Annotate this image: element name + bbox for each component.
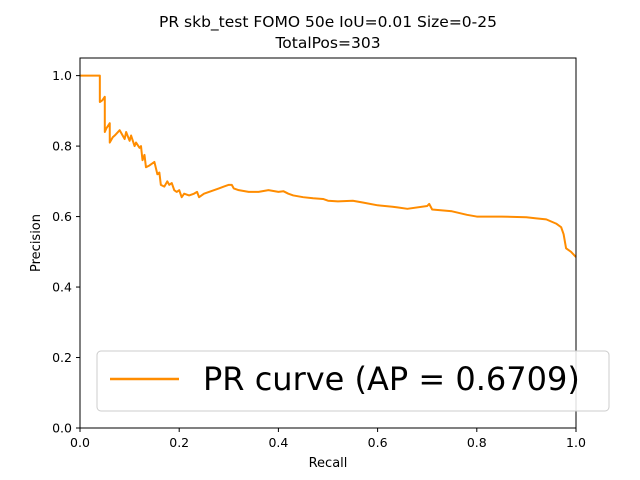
pr-curve-line <box>80 74 577 258</box>
y-axis-label: Precision <box>29 214 44 272</box>
x-tick-label: 0.2 <box>169 435 189 450</box>
x-tick-label: 0.6 <box>368 435 388 450</box>
x-tick-label: 1.0 <box>566 435 586 450</box>
legend: PR curve (AP = 0.6709) <box>96 350 610 412</box>
x-tick-label: 0.4 <box>268 435 288 450</box>
y-tick-label: 0.2 <box>52 350 72 365</box>
legend-entry-label: PR curve (AP = 0.6709) <box>203 360 580 398</box>
chart-subtitle: TotalPos=303 <box>274 34 380 52</box>
y-tick-label: 1.0 <box>52 68 72 83</box>
y-tick-label: 0.8 <box>52 139 72 154</box>
plot-frame <box>79 57 577 429</box>
series-layer <box>80 74 577 258</box>
y-tick-label: 0.4 <box>52 280 72 295</box>
x-axis-label: Recall <box>309 456 348 471</box>
y-tick-label: 0.0 <box>52 421 72 436</box>
chart-title: PR skb_test FOMO 50e IoU=0.01 Size=0-25 <box>159 13 497 32</box>
ticks-layer: 0.0 0.2 0.4 0.6 0.8 1.0 0.0 0.2 0.4 0.6 0.8 1.0 <box>52 68 586 450</box>
y-tick-label: 0.6 <box>52 209 72 224</box>
legend-box <box>96 350 610 412</box>
x-tick-label: 0.8 <box>467 435 487 450</box>
x-tick-label: 0.0 <box>70 435 90 450</box>
